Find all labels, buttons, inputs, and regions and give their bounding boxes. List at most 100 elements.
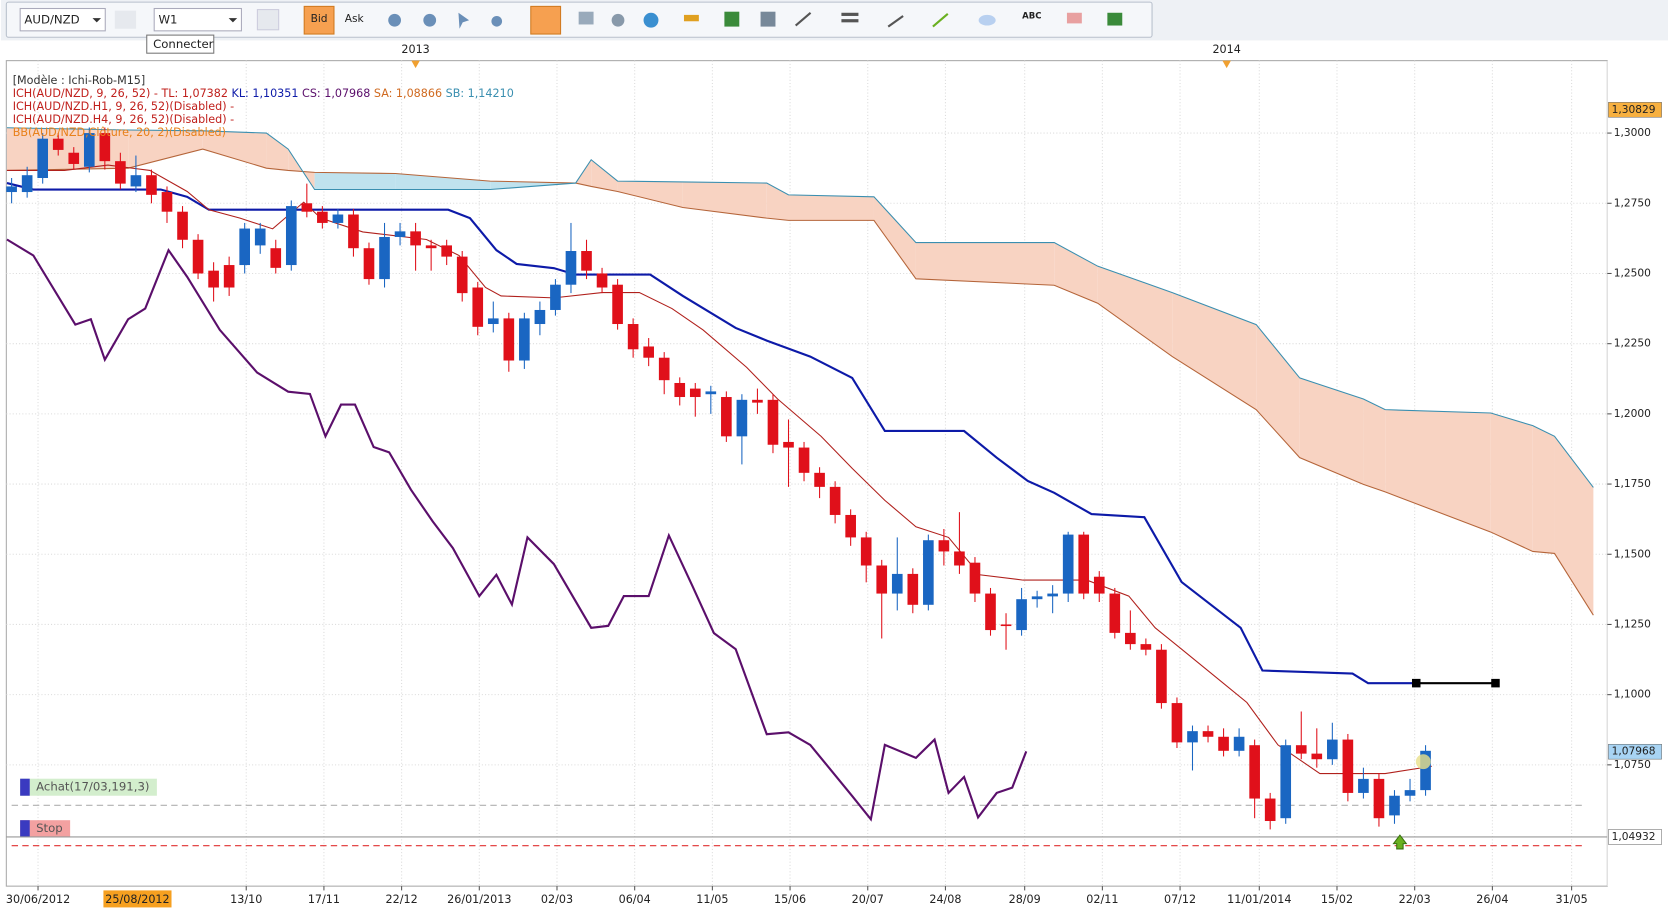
candle-body [1140,644,1152,650]
cloud-segment [1097,266,1173,357]
x-tick-label: 02/11 [1086,893,1118,906]
crosshair-label-box [103,890,172,908]
candle-body [83,133,95,167]
legend-text: SA: 1,08866 [374,87,446,100]
symbol: AUD/NZD [24,13,79,27]
candle-body [1358,778,1369,793]
candle-body [954,551,965,566]
x-tick-label: 20/07 [852,893,884,906]
tooltip-text: Connecter [153,37,214,51]
price-label: 1,30829 [1612,103,1656,116]
cloud-segment [395,173,491,190]
order-handle [20,820,30,838]
candle-body [1264,798,1276,822]
y-tick-label: 1,2750 [1614,196,1651,209]
y-tick-label: 1,2250 [1614,337,1651,350]
cloud-segment [202,130,267,169]
x-tick-label: 15/06 [774,893,806,906]
y-tick-label: 1,1250 [1614,617,1651,630]
candle-body [1404,790,1416,796]
x-tick-label: 07/12 [1164,893,1196,906]
legend-line: [Modèle : Ichi-Rob-M15] [13,74,146,87]
candle-body [285,206,297,266]
bid-button[interactable] [303,5,335,35]
candle-body [99,133,111,162]
candle-body [581,251,592,271]
legend-text: ICH(AUD/NZD, 9, 26, 52) - [13,87,162,100]
candle-body [829,486,841,515]
candle-body [441,245,452,257]
y-tick-label: 1,2500 [1614,266,1651,279]
candle-body [658,357,670,381]
price-label: 1,04932 [1612,830,1656,843]
order-label: Stop [36,821,63,835]
cloud-segment [266,133,289,171]
indicator-line [6,164,1432,775]
candle-body [1125,632,1136,645]
legend-text: TL: 1,07382 [161,87,232,100]
chart-type-button[interactable] [256,9,280,31]
candle-body [519,318,530,361]
candle-body [1342,739,1354,793]
symbol-select[interactable] [19,7,106,32]
candle-body [550,284,561,310]
candle-body [1249,745,1260,799]
x-tick-label: 22/12 [386,893,418,906]
candle-body [1233,736,1245,751]
cloud-segment [1532,425,1555,554]
candle-body [876,565,888,594]
year-label: 2013 [401,43,429,56]
cloud-segment [6,127,129,171]
cloud-segment [1299,377,1364,485]
candle-body [456,256,468,294]
cloud-segment [591,159,618,192]
candle-body [674,382,686,398]
candle-body [68,152,80,164]
candle-body [208,270,219,288]
candle-body [130,175,142,187]
candle-body [721,397,732,437]
cloud-edge [6,127,1594,488]
candle-body [52,138,64,150]
candle-body [1389,795,1400,816]
candle-body [1373,778,1385,819]
candle-body [752,399,763,403]
year-label: 2014 [1212,43,1240,56]
candle-body [1062,534,1074,594]
candle-body [565,251,577,285]
candle-body [394,231,406,237]
legend-text: ICH(AUD/NZD.H1, 9, 26, 52)(Disabled) - [13,100,234,113]
candle-body [814,472,825,487]
candle-body [1327,739,1338,760]
candle-body [177,211,188,240]
line-marker [1491,678,1500,688]
candle-body [1218,736,1229,751]
candle-body [115,161,126,184]
candle-body [705,391,717,395]
cloud-segment [1054,242,1098,304]
ask-button[interactable] [339,6,370,35]
x-tick-label: 11/05 [696,893,728,906]
candle-body [223,265,235,288]
marker [1415,754,1431,770]
candle-body [332,214,344,223]
x-tick-label: 15/02 [1321,893,1353,906]
candle-body [845,514,856,538]
cursor-button[interactable] [530,5,562,35]
order-box [20,820,71,838]
dropdown-arrow [228,18,238,23]
toolbar-icons [388,11,1123,29]
order-label: Achat(17/03,191,3) [36,780,149,794]
y-tick-label: 1,3000 [1614,126,1651,139]
cloud-segment [915,242,1055,286]
cloud-segment [788,194,874,221]
cloud-segment [1256,324,1300,458]
candle-body [1000,624,1012,627]
legend-line: ICH(AUD/NZD.H1, 9, 26, 52)(Disabled) - [13,100,234,113]
connect-button[interactable] [114,10,137,29]
candle-body [907,573,919,605]
candle-body [270,248,282,268]
candle-body [146,175,157,195]
timeframe-select[interactable] [153,7,242,32]
timeframe: W1 [158,13,177,27]
